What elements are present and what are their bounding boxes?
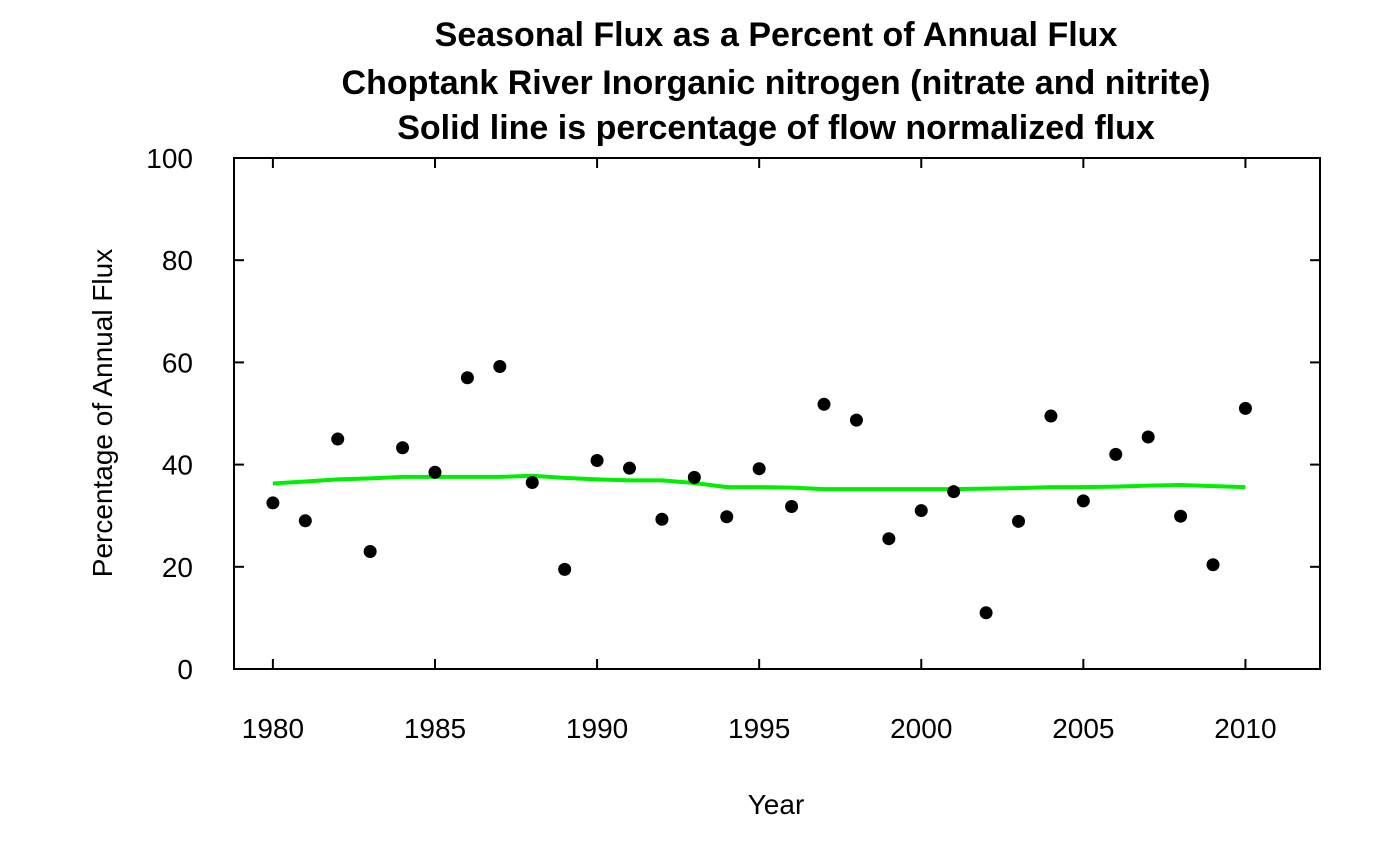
x-axis: 1980 1985 1990 1995 2000 2005 2010 (242, 158, 1277, 744)
data-point (622, 461, 636, 475)
y-tick-label: 80 (162, 245, 193, 276)
data-point (590, 454, 604, 468)
x-axis-label: Year (748, 789, 805, 820)
data-point (363, 544, 377, 558)
data-point (1076, 494, 1090, 508)
data-point (428, 465, 442, 479)
flow-normalized-line-layer (272, 473, 1246, 492)
data-point (785, 500, 799, 514)
data-point (266, 496, 280, 510)
chart-title-line-3: Solid line is percentage of flow normali… (397, 109, 1155, 147)
x-tick-label: 1990 (566, 713, 628, 744)
data-point (882, 532, 896, 546)
y-tick-label: 0 (177, 654, 193, 685)
data-point (752, 462, 766, 476)
y-tick-label: 40 (162, 450, 193, 481)
data-point (817, 397, 831, 411)
data-point (558, 562, 572, 576)
flow-normalized-line (272, 473, 1246, 492)
y-tick-label: 20 (162, 552, 193, 583)
x-tick-label: 2005 (1052, 713, 1114, 744)
data-point (979, 606, 993, 620)
y-tick-label: 60 (162, 347, 193, 378)
data-point (525, 475, 539, 489)
data-point (655, 512, 669, 526)
data-point (1141, 430, 1155, 444)
data-point (493, 359, 507, 373)
x-tick-label: 1995 (728, 713, 790, 744)
x-tick-label: 2000 (890, 713, 952, 744)
data-point (849, 413, 863, 427)
data-point (1238, 401, 1252, 415)
plot-frame (233, 157, 1321, 670)
data-point (331, 432, 345, 446)
y-tick-label: 100 (146, 143, 193, 174)
y-axis: 0 20 40 60 80 100 (146, 143, 1320, 685)
data-points-layer (266, 359, 1252, 620)
data-point (460, 371, 474, 385)
chart-title-line-1: Seasonal Flux as a Percent of Annual Flu… (435, 16, 1118, 54)
data-point (1012, 514, 1026, 528)
x-tick-label: 2010 (1214, 713, 1276, 744)
x-tick-label: 1980 (242, 713, 304, 744)
data-point (1206, 558, 1220, 572)
data-point (1174, 509, 1188, 523)
data-point (396, 441, 410, 455)
data-point (914, 504, 928, 518)
data-point (1044, 409, 1058, 423)
chart-title-line-2: Choptank River Inorganic nitrogen (nitra… (342, 64, 1211, 102)
data-point (1109, 447, 1123, 461)
data-point (298, 514, 312, 528)
data-point (947, 485, 961, 499)
data-point (720, 510, 734, 524)
y-axis-label: Percentage of Annual Flux (87, 249, 118, 577)
data-point (687, 470, 701, 484)
x-tick-label: 1985 (404, 713, 466, 744)
